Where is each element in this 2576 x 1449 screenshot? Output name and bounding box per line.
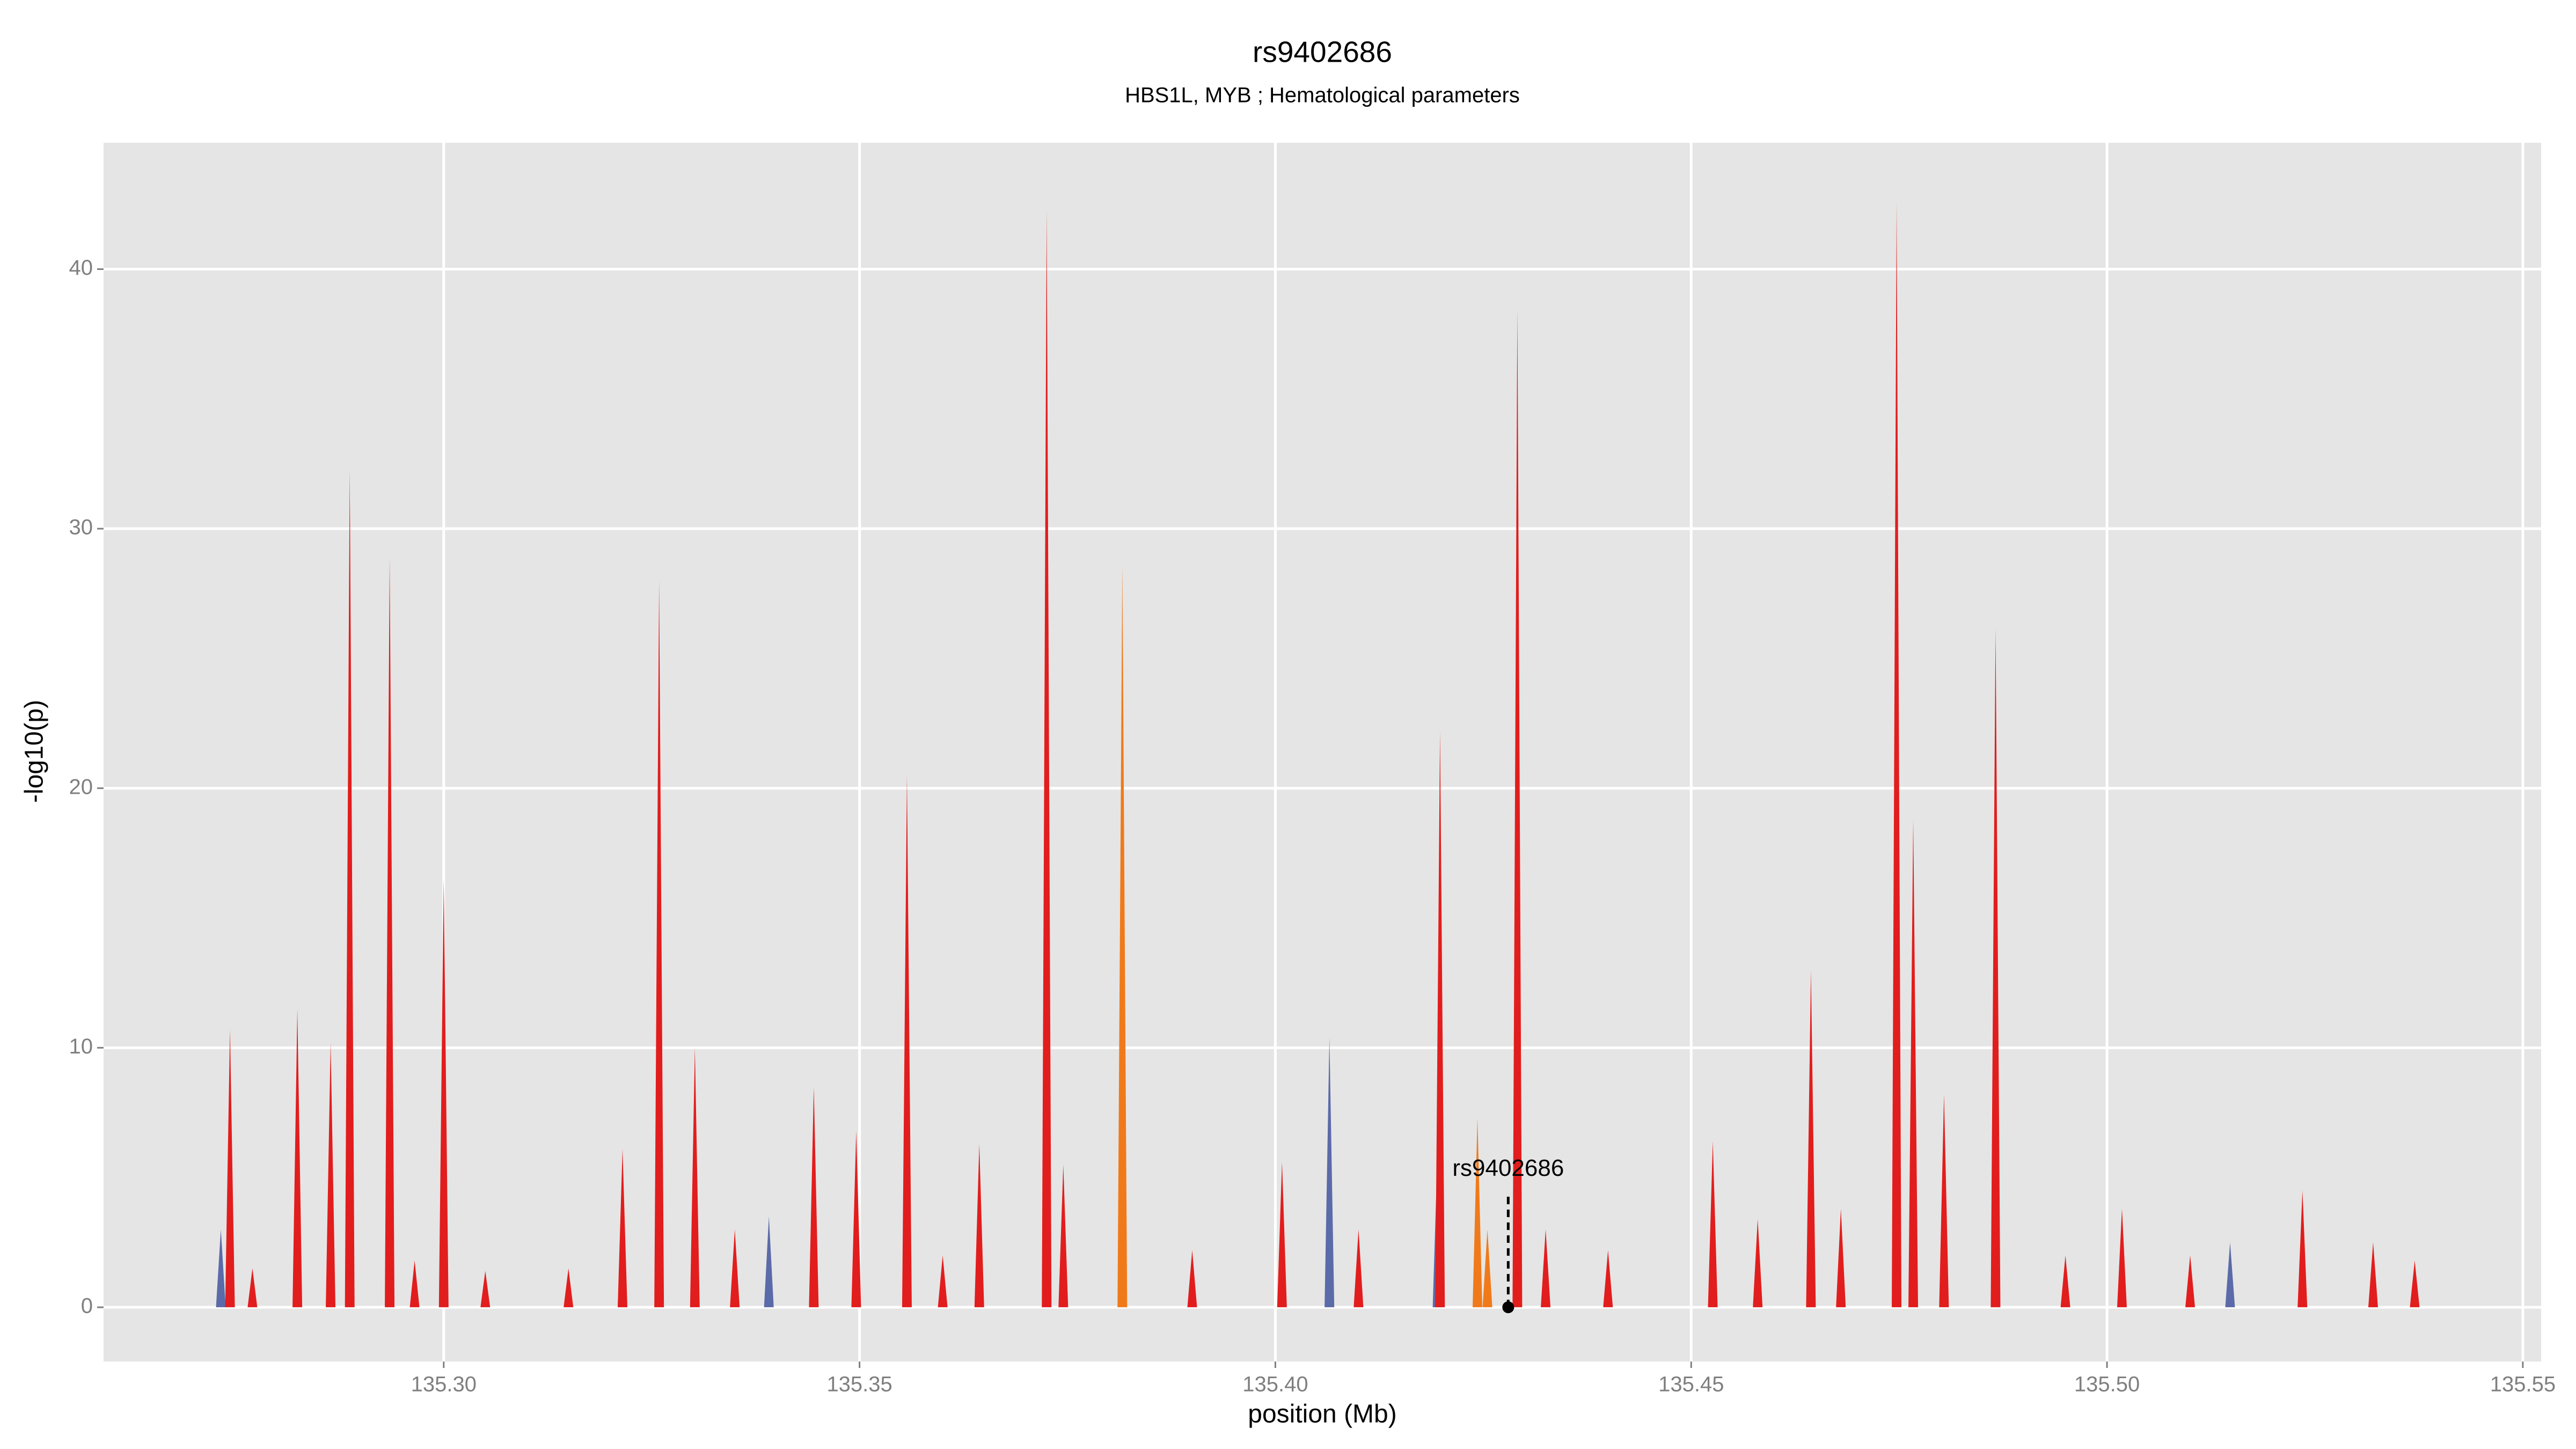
spike (1353, 1229, 1364, 1307)
spike (385, 557, 395, 1307)
y-tick-label: 0 (81, 1294, 93, 1318)
x-tick-label: 135.55 (2490, 1373, 2556, 1396)
x-tick-label: 135.35 (826, 1373, 892, 1396)
spike (654, 580, 664, 1307)
spike (1482, 1229, 1492, 1307)
spike (2297, 1190, 2308, 1307)
spike (2185, 1255, 2196, 1307)
spike (1939, 1094, 1949, 1307)
y-tick-label: 20 (69, 775, 93, 799)
annotation-point (1502, 1301, 1514, 1313)
x-tick-label: 135.30 (411, 1373, 477, 1396)
spike (1603, 1250, 1613, 1307)
spike (564, 1268, 574, 1307)
y-axis-label: -log10(p) (20, 700, 49, 803)
spike (1324, 1037, 1335, 1307)
spike (1836, 1209, 1846, 1307)
spike (1042, 209, 1052, 1307)
spike (1117, 565, 1128, 1307)
spike (764, 1216, 774, 1307)
spike (938, 1255, 948, 1307)
spike (1990, 627, 2001, 1307)
spike (225, 1029, 235, 1307)
spike (809, 1086, 819, 1307)
spike (1908, 819, 1919, 1307)
y-tick-label: 10 (69, 1035, 93, 1058)
spike (247, 1268, 258, 1307)
chart-subtitle: HBS1L, MYB ; Hematological parameters (1125, 84, 1520, 107)
spike (1708, 1141, 1718, 1307)
spike (2117, 1209, 2127, 1307)
plot-panel (104, 143, 2541, 1362)
spike (1435, 731, 1445, 1307)
spike (2410, 1260, 2420, 1307)
spike (1892, 201, 1902, 1307)
spike (216, 1229, 226, 1307)
annotation-label: rs9402686 (1452, 1155, 1564, 1181)
spike (851, 1131, 861, 1307)
spike (1541, 1229, 1551, 1307)
spike (730, 1229, 740, 1307)
spike (292, 1008, 303, 1307)
x-axis-label: position (Mb) (1248, 1400, 1396, 1429)
spike (617, 1148, 627, 1307)
spike (2368, 1242, 2378, 1307)
spike (438, 879, 449, 1307)
x-tick-label: 135.40 (1242, 1373, 1308, 1396)
spike (1473, 1117, 1483, 1307)
spike (1187, 1250, 1197, 1307)
spike (1277, 1162, 1287, 1307)
spike (690, 1048, 700, 1307)
spike (974, 1144, 984, 1307)
chart-title: rs9402686 (1253, 35, 1392, 69)
spike (1512, 308, 1523, 1307)
x-tick-label: 135.50 (2074, 1373, 2140, 1396)
spike (2225, 1242, 2235, 1307)
y-tick-label: 30 (69, 516, 93, 539)
spike (1058, 1164, 1069, 1307)
y-tick-label: 40 (69, 256, 93, 280)
spike (480, 1271, 491, 1307)
spike (345, 469, 355, 1307)
spike (326, 1042, 336, 1307)
spike (1806, 970, 1816, 1307)
spike (409, 1260, 420, 1307)
spike (2060, 1255, 2070, 1307)
x-tick-label: 135.45 (1658, 1373, 1724, 1396)
spike (902, 775, 912, 1307)
spike (1753, 1219, 1763, 1307)
